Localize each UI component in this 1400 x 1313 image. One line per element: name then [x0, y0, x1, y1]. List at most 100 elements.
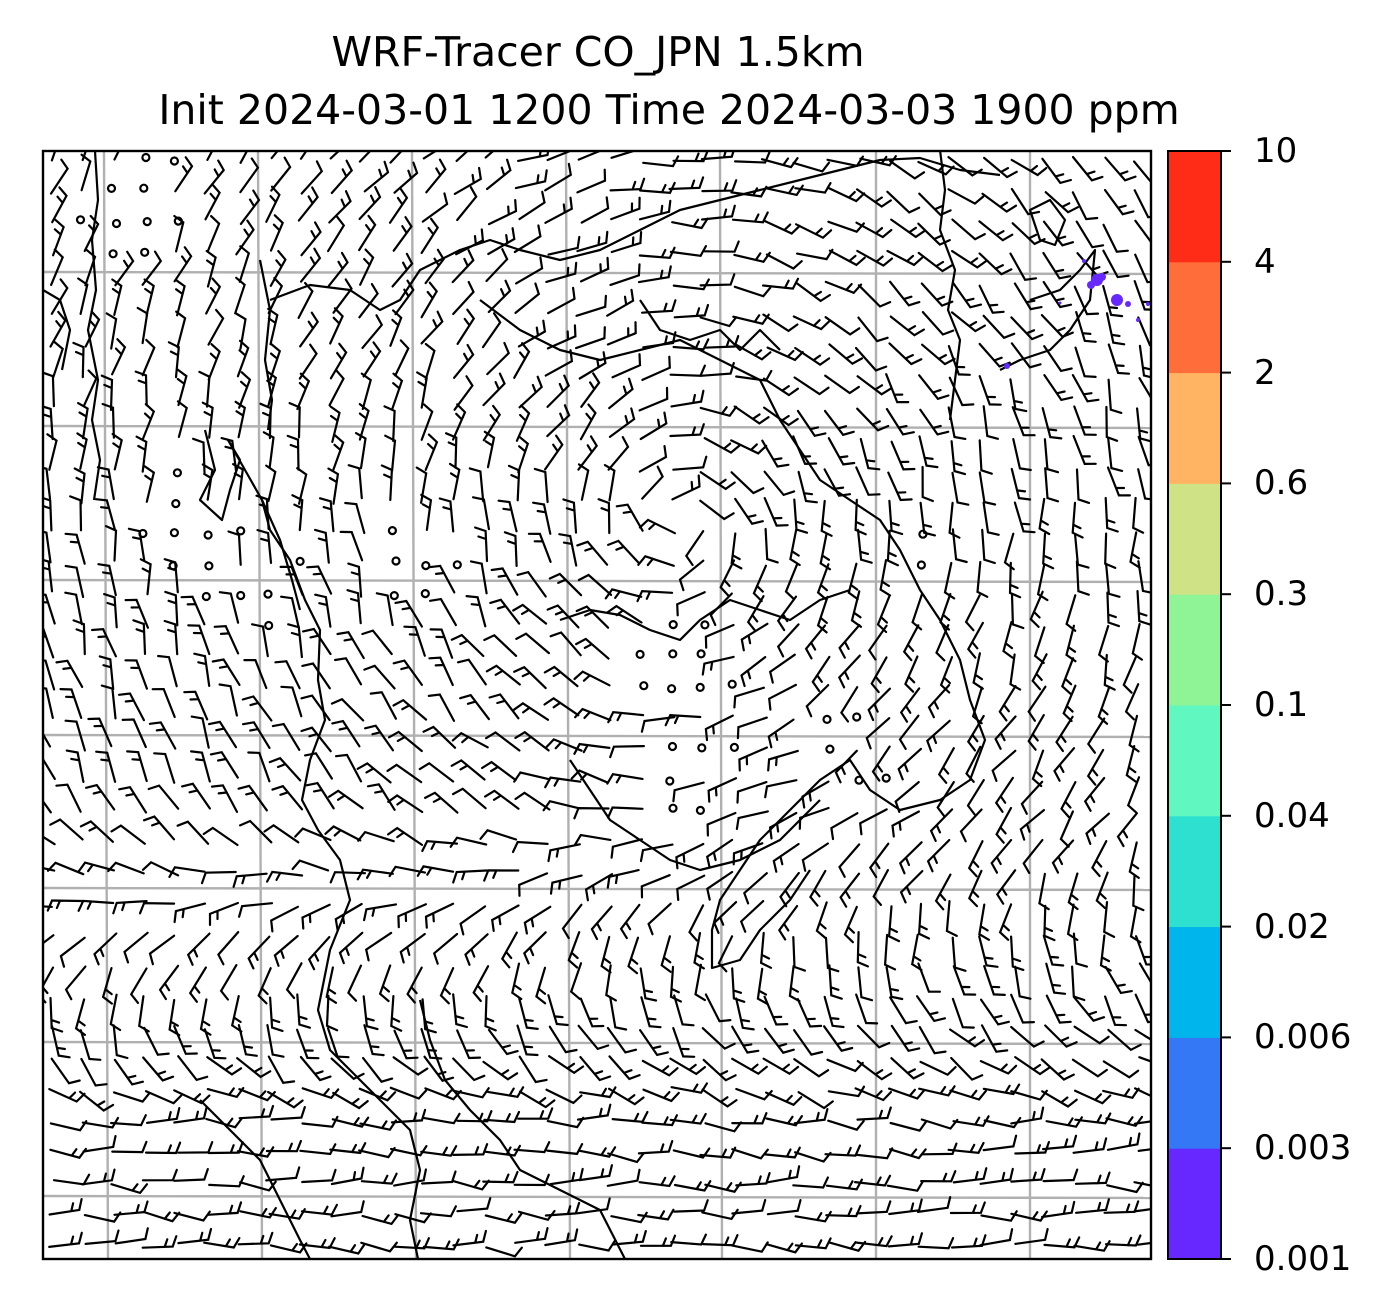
wind-barb	[364, 724, 394, 752]
calm-marker	[639, 681, 649, 691]
wind-barb	[982, 1134, 1018, 1152]
wind-barb	[794, 182, 832, 194]
wind-barb	[883, 933, 897, 971]
wind-barb	[209, 750, 239, 779]
wind-barb	[951, 997, 975, 1029]
wind-barb	[428, 656, 454, 687]
wind-barb	[265, 185, 281, 223]
wind-barb	[546, 404, 571, 438]
wind-barb	[607, 436, 630, 471]
wind-barb	[514, 282, 541, 314]
wind-barb	[459, 905, 487, 936]
wind-barb	[43, 558, 54, 593]
wind-barb	[481, 312, 502, 349]
wind-barb	[978, 220, 1014, 242]
wind-barb	[897, 747, 922, 781]
wind-barb	[752, 564, 767, 603]
wind-barb	[640, 874, 671, 899]
wind-barb	[1106, 466, 1131, 497]
wind-barb	[230, 995, 243, 1033]
wind-barb	[959, 808, 983, 843]
wind-barb	[544, 162, 573, 192]
wind-barb	[243, 659, 268, 690]
wind-barb	[95, 750, 117, 783]
wind-barb	[546, 324, 577, 350]
wind-barb	[450, 633, 485, 658]
wind-barb	[49, 310, 67, 348]
wind-barb	[804, 624, 827, 660]
wind-barb	[362, 1056, 394, 1083]
tracer-blob	[1004, 363, 1010, 369]
wind-barb	[888, 1198, 923, 1216]
wind-barb	[190, 715, 210, 749]
wind-barb	[576, 540, 609, 566]
wind-barb	[423, 1112, 461, 1125]
wind-barb	[1106, 1181, 1144, 1194]
wind-barb	[358, 186, 382, 221]
wind-barb	[236, 1057, 272, 1079]
wind-barb	[1027, 685, 1047, 722]
wind-barb	[142, 815, 176, 841]
wind-barb	[208, 720, 238, 749]
wind-barb	[176, 820, 210, 845]
wind-barb	[576, 168, 607, 194]
wind-barb	[1134, 993, 1151, 1024]
wind-barb	[511, 840, 549, 854]
wind-barb	[859, 155, 897, 167]
wind-barb	[174, 156, 194, 193]
wind-barb	[734, 497, 764, 525]
wind-barb	[453, 343, 475, 379]
wind-barb	[135, 435, 148, 473]
wind-barb	[1097, 687, 1110, 725]
calm-wind-markers	[75, 152, 928, 816]
wind-barb	[756, 967, 769, 1006]
wind-barb	[980, 1024, 1009, 1053]
wind-barb	[606, 772, 644, 785]
wind-barb	[979, 1060, 1018, 1075]
wind-barb	[980, 998, 1010, 1026]
wind-barb	[816, 563, 830, 601]
wind-barb	[887, 1087, 926, 1100]
wind-barb	[763, 1146, 801, 1159]
wind-barb	[767, 749, 799, 772]
wind-barb	[921, 465, 934, 503]
wind-barb	[420, 1145, 458, 1157]
wind-barb	[429, 597, 457, 627]
wind-barb	[981, 192, 1018, 213]
wind-barb	[380, 464, 394, 502]
wind-barb	[481, 760, 517, 782]
wind-barb	[203, 159, 226, 195]
wind-barb	[638, 518, 676, 535]
wind-barb	[704, 1121, 743, 1133]
wind-barb	[824, 1144, 862, 1157]
wind-barb	[486, 1086, 525, 1099]
wind-barb	[1105, 405, 1119, 442]
wind-barb	[709, 592, 733, 627]
wind-barb	[267, 276, 284, 315]
wind-barb	[452, 1143, 489, 1156]
wind-barb	[251, 623, 269, 658]
wind-barb	[515, 256, 544, 285]
wind-barb	[77, 277, 89, 315]
wind-barb	[921, 1142, 958, 1156]
wind-barb	[765, 1115, 803, 1127]
wind-barb	[1075, 311, 1097, 343]
wind-barb	[218, 591, 240, 624]
wind-barb	[513, 771, 551, 783]
wind-barb	[964, 594, 981, 632]
wind-barb	[764, 779, 798, 799]
wind-barb	[301, 903, 331, 930]
calm-marker	[264, 620, 274, 631]
wind-barb	[424, 902, 455, 929]
wind-barb	[917, 222, 951, 246]
wind-barb	[271, 784, 304, 811]
wind-barb	[286, 434, 300, 471]
wind-barb	[701, 204, 736, 221]
wind-barb	[394, 599, 423, 628]
wind-barb	[449, 836, 488, 848]
wind-barb	[483, 1110, 521, 1124]
wind-barb	[1107, 437, 1124, 472]
wind-barb	[1027, 714, 1045, 751]
wind-barb	[746, 595, 765, 632]
wind-barb	[533, 467, 549, 504]
